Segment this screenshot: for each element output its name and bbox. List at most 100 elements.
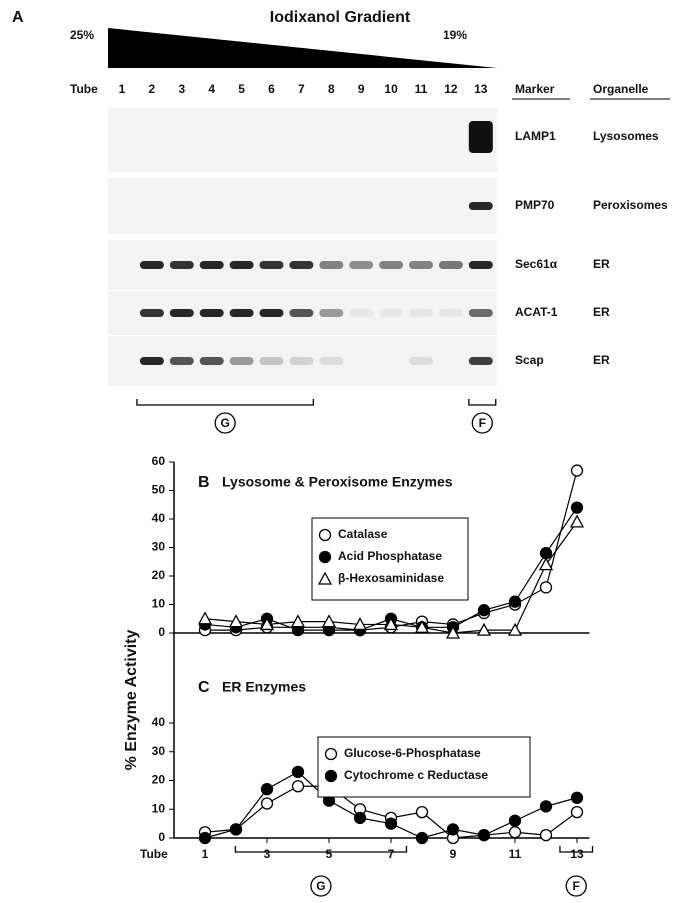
band <box>260 261 284 269</box>
legend-label: Acid Phosphatase <box>338 549 442 563</box>
band <box>469 121 493 153</box>
tube-label: 10 <box>384 82 398 96</box>
band <box>289 357 313 365</box>
point <box>541 548 552 559</box>
band <box>230 202 254 210</box>
gradient-title: Iodixanol Gradient <box>270 9 411 26</box>
bracket-label: G <box>220 416 229 430</box>
point <box>262 784 273 795</box>
tube-label: 3 <box>178 82 185 96</box>
bracket <box>235 846 406 852</box>
band <box>260 121 284 153</box>
band <box>319 357 343 365</box>
band <box>260 202 284 210</box>
point <box>386 818 397 829</box>
band <box>110 121 134 153</box>
bracket <box>469 399 496 405</box>
tube-label: 4 <box>208 82 215 96</box>
band <box>200 261 224 269</box>
point <box>571 516 583 527</box>
band <box>349 121 373 153</box>
gradient-wedge <box>108 28 497 68</box>
point <box>293 766 304 777</box>
x-axis-label: Tube <box>140 847 168 861</box>
tube-label: 13 <box>474 82 488 96</box>
x-tick-label: 1 <box>202 847 209 861</box>
x-tick-label: 3 <box>264 847 271 861</box>
marker-name: ACAT-1 <box>515 305 558 319</box>
point <box>448 824 459 835</box>
legend-label: Cytochrome c Reductase <box>344 768 488 782</box>
band <box>110 357 134 365</box>
y-tick-label: 20 <box>152 773 166 787</box>
legend-swatch <box>326 749 337 760</box>
band <box>170 121 194 153</box>
band <box>349 309 373 317</box>
x-tick-label: 7 <box>388 847 395 861</box>
tube-label: 11 <box>415 82 428 96</box>
point <box>479 830 490 841</box>
bracket-label: F <box>479 416 486 430</box>
band <box>230 261 254 269</box>
band <box>200 309 224 317</box>
band <box>170 357 194 365</box>
band <box>140 202 164 210</box>
marker-name: PMP70 <box>515 198 555 212</box>
point <box>417 807 428 818</box>
band <box>260 309 284 317</box>
tube-label: 5 <box>238 82 245 96</box>
point <box>541 582 552 593</box>
organelle-name: ER <box>593 305 610 319</box>
band <box>439 357 463 365</box>
band <box>379 357 403 365</box>
y-tick-label: 30 <box>152 540 166 554</box>
legend-swatch <box>320 552 331 563</box>
band <box>319 309 343 317</box>
tube-label: 2 <box>149 82 156 96</box>
band <box>230 357 254 365</box>
band <box>379 261 403 269</box>
point <box>355 812 366 823</box>
point <box>572 465 583 476</box>
organelle-header: Organelle <box>593 82 649 96</box>
chart-title: Lysosome & Peroxisome Enzymes <box>222 474 453 490</box>
point <box>479 605 490 616</box>
band <box>170 309 194 317</box>
band <box>289 121 313 153</box>
y-tick-label: 20 <box>152 568 166 582</box>
organelle-name: Lysosomes <box>593 129 659 143</box>
legend-swatch <box>326 771 337 782</box>
marker-name: LAMP1 <box>515 129 556 143</box>
bracket-label: G <box>316 879 325 893</box>
legend-label: β-Hexosaminidase <box>338 571 444 585</box>
tube-header: Tube <box>70 82 98 96</box>
band <box>439 121 463 153</box>
tube-label: 7 <box>298 82 305 96</box>
band <box>230 121 254 153</box>
point <box>541 830 552 841</box>
band <box>140 309 164 317</box>
band <box>409 261 433 269</box>
x-tick-label: 13 <box>570 847 584 861</box>
band <box>409 309 433 317</box>
band <box>439 202 463 210</box>
bracket <box>137 399 313 405</box>
band <box>409 202 433 210</box>
point <box>293 781 304 792</box>
band <box>200 357 224 365</box>
chart-label: B <box>198 474 210 491</box>
band <box>469 261 493 269</box>
point <box>200 833 211 844</box>
tube-label: 1 <box>119 82 126 96</box>
band <box>319 261 343 269</box>
chart-title: ER Enzymes <box>222 679 306 695</box>
marker-name: Sec61α <box>515 257 558 271</box>
x-tick-label: 9 <box>450 847 457 861</box>
band <box>409 121 433 153</box>
band <box>379 121 403 153</box>
chart-label: C <box>198 679 210 696</box>
band <box>379 309 403 317</box>
band <box>439 309 463 317</box>
y-tick-label: 40 <box>152 715 166 729</box>
point <box>510 827 521 838</box>
